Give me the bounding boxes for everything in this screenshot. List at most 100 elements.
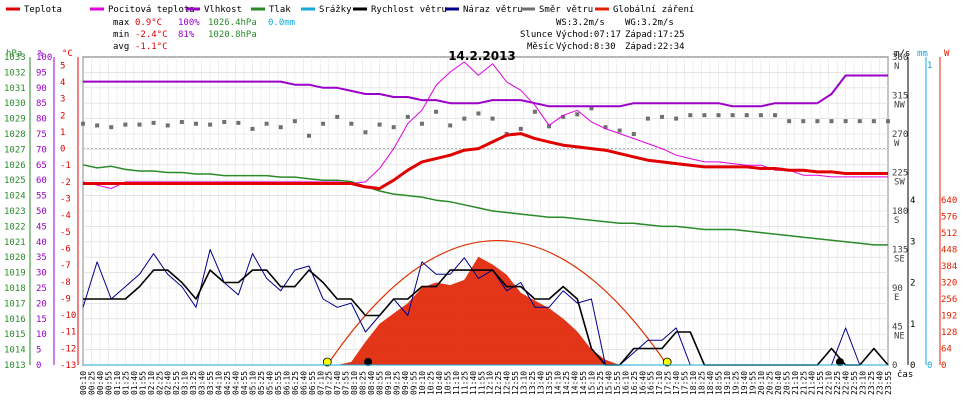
tick-label-dir-cardinal: N (894, 62, 899, 72)
tick-label-hpa: 1030 (4, 99, 26, 109)
series-direction-point (377, 122, 382, 127)
x-tick-label: 15:40 (604, 371, 613, 395)
series-direction-point (829, 119, 834, 124)
x-tick-label: 16:25 (630, 371, 639, 395)
x-tick-label: 18:10 (689, 371, 698, 395)
tick-label-degc: -1 (60, 161, 71, 171)
tick-label-degc: -4 (60, 211, 71, 221)
x-tick-label: 17:55 (681, 371, 690, 395)
series-direction-point (250, 126, 255, 131)
x-tick-label: 16:10 (621, 371, 630, 395)
x-tick-label: 10:40 (435, 371, 444, 395)
tick-label-dir: 270 (892, 130, 908, 140)
series-temperature-line (83, 132, 888, 190)
x-tick-label: 04:10 (215, 371, 224, 395)
stat-min-label: min (113, 30, 129, 40)
x-tick-label: 12:10 (486, 371, 495, 395)
tick-label-degc: -5 (60, 228, 71, 238)
tick-label-wm2: 576 (941, 213, 957, 223)
x-tick-label: 00:40 (96, 371, 105, 395)
x-tick-label: 23:10 (859, 371, 868, 395)
tick-label-hpa: 1023 (4, 207, 26, 217)
series-direction-point (95, 123, 100, 128)
legend-label: Tlak (269, 5, 291, 15)
x-tick-label: 05:10 (248, 371, 257, 395)
x-tick-label: 17:40 (672, 371, 681, 395)
tick-label-pct: 20 (36, 299, 47, 309)
series-direction-point (179, 120, 184, 125)
tick-label-wm2: 64 (941, 345, 952, 355)
tick-label-degc: -2 (60, 178, 71, 188)
tick-label-pct: 75 (36, 130, 47, 140)
x-tick-label: 09:40 (401, 371, 410, 395)
tick-label-hpa: 1021 (4, 238, 26, 248)
series-direction-point (490, 116, 495, 121)
tick-label-pct: 15 (36, 315, 47, 325)
tick-label-dir: 90 (892, 284, 903, 294)
x-tick-label: 02:10 (147, 371, 156, 395)
tick-label-dir-cardinal: E (894, 293, 899, 303)
tick-label-hpa: 1016 (4, 315, 26, 325)
tick-label-dir: 360 (892, 53, 908, 63)
series-direction-point (518, 126, 523, 131)
x-tick-label: 07:55 (342, 371, 351, 395)
series-direction-point (645, 116, 650, 121)
axis-unit-mm: mm (917, 49, 928, 59)
x-tick-label: 20:25 (765, 371, 774, 395)
x-tick-label: 19:10 (723, 371, 732, 395)
x-tick-label: 03:10 (181, 371, 190, 395)
tick-label-degc: 2 (60, 111, 65, 121)
stat-max-rain: 0.0mm (268, 18, 295, 28)
tick-label-dir: 180 (892, 207, 908, 217)
x-tick-label: 02:40 (164, 371, 173, 395)
series-direction-point (886, 119, 890, 124)
tick-label-degc: 5 (60, 61, 65, 71)
tick-label-pct: 50 (36, 207, 47, 217)
x-tick-label: 15:55 (613, 371, 622, 395)
series-direction-point (391, 125, 396, 130)
tick-label-degc: 4 (60, 78, 65, 88)
series-direction-point (151, 120, 156, 125)
tick-label-hpa: 1029 (4, 115, 26, 125)
tick-label-dir-cardinal: SE (894, 255, 905, 265)
moonrise-marker (364, 358, 373, 366)
x-tick-label: 16:55 (647, 371, 656, 395)
tick-label-degc: -12 (60, 344, 76, 354)
tick-label-wm2: 512 (941, 229, 957, 239)
x-tick-label: 05:25 (257, 371, 266, 395)
tick-label-degc: -7 (60, 261, 71, 271)
x-tick-label: 15:10 (587, 371, 596, 395)
legend-label: Vlhkost (204, 5, 242, 15)
x-tick-label: 07:10 (316, 371, 325, 395)
stat-max-press: 1026.4hPa (208, 18, 257, 28)
x-tick-label: 06:40 (299, 371, 308, 395)
x-tick-label: 13:25 (528, 371, 537, 395)
series-direction-point (702, 113, 707, 118)
x-tick-label: 01:25 (121, 371, 130, 395)
tick-label-degc: 1 (60, 128, 65, 138)
tick-label-wm2: 128 (941, 328, 957, 338)
series-pressure-line (82, 164, 888, 246)
legend-label: Pocitová teplota (108, 5, 195, 15)
x-tick-label: 23:25 (867, 371, 876, 395)
tick-label-pct: 0 (36, 361, 41, 371)
series-direction-point (758, 113, 763, 118)
series-direction-point (165, 123, 170, 128)
x-tick-label: 10:55 (443, 371, 452, 395)
series-direction-point (843, 119, 848, 124)
x-tick-label: 01:40 (130, 371, 139, 395)
series-direction-point (306, 133, 311, 138)
sunset-marker (662, 357, 672, 367)
x-tick-label: 14:55 (579, 371, 588, 395)
stat-min-press: 1020.8hPa (208, 30, 257, 40)
tick-label-hpa: 1018 (4, 284, 26, 294)
tick-label-dir: 225 (892, 169, 908, 179)
x-tick-label: 00:55 (104, 371, 113, 395)
tick-label-degc: -13 (60, 361, 76, 371)
x-tick-label: 22:25 (833, 371, 842, 395)
series-direction-point (363, 130, 368, 135)
x-tick-label: 03:25 (189, 371, 198, 395)
series-direction-point (871, 119, 876, 124)
x-tick-label: 17:10 (655, 371, 664, 395)
tick-label-degc: -9 (60, 294, 71, 304)
